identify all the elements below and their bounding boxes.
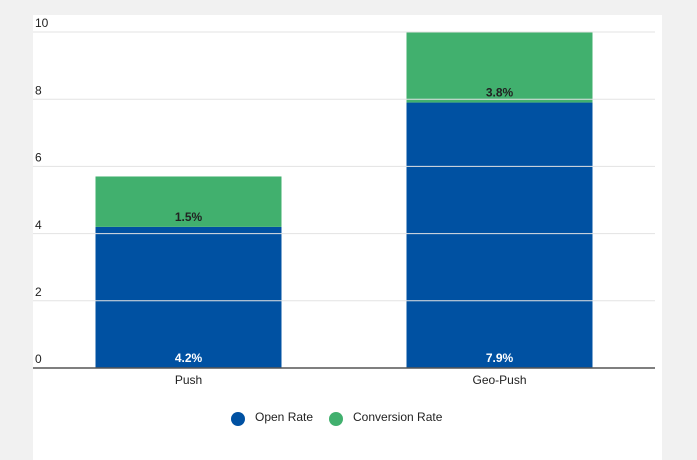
bar-segment (95, 176, 282, 227)
bar-segment (95, 226, 282, 368)
data-label: 4.2% (175, 351, 203, 365)
data-label: 7.9% (486, 351, 514, 365)
y-tick-label: 2 (35, 285, 42, 299)
x-tick-label: Geo-Push (472, 373, 526, 387)
y-tick-label: 8 (35, 83, 42, 97)
data-label: 1.5% (175, 210, 203, 224)
legend-label: Conversion Rate (353, 410, 443, 424)
bar-segment (406, 32, 593, 103)
data-label: 3.8% (486, 86, 514, 100)
bar-segment (406, 102, 593, 368)
y-tick-label: 6 (35, 151, 42, 165)
legend-marker (231, 412, 245, 426)
legend-label: Open Rate (255, 410, 313, 424)
legend-marker (329, 412, 343, 426)
y-tick-label: 0 (35, 352, 42, 366)
y-tick-label: 10 (35, 16, 49, 30)
x-tick-label: Push (175, 373, 202, 387)
y-tick-label: 4 (35, 218, 42, 232)
bars (95, 32, 593, 368)
